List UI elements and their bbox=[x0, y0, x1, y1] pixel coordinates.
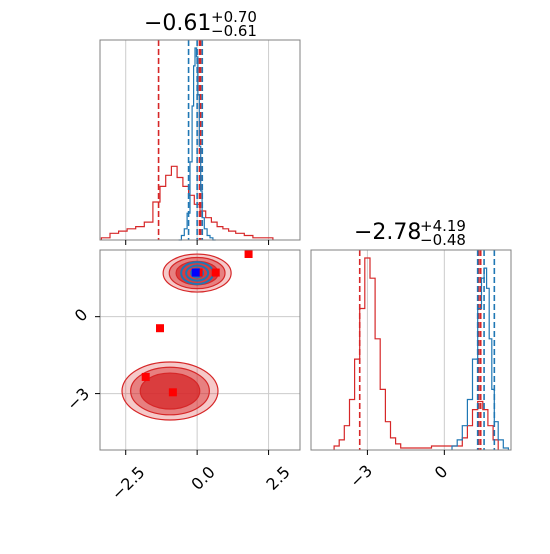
x-tick-label: 2.5 bbox=[262, 462, 293, 493]
axes-frame bbox=[99, 39, 301, 241]
blue-square-marker bbox=[191, 268, 200, 277]
x-tick-labels-contour: −2.5 0.0 2.5 bbox=[108, 462, 294, 503]
x-tick-label: 0 bbox=[431, 462, 452, 483]
red-square-marker bbox=[168, 388, 177, 397]
red-square-marker bbox=[141, 372, 150, 381]
y-tick-label: 0 bbox=[71, 305, 92, 326]
red-square-marker bbox=[156, 324, 164, 333]
histogram-series-line bbox=[333, 257, 499, 450]
title-param2-plus: +4.19 bbox=[420, 217, 466, 235]
title-param2-minus: −0.48 bbox=[420, 231, 466, 249]
red-square-marker bbox=[244, 250, 253, 258]
blue-contour-level bbox=[185, 264, 210, 282]
histogram-series-line bbox=[178, 47, 216, 241]
title-param1: −0.61 +0.70 −0.61 bbox=[144, 8, 257, 40]
title-param1-minus: −0.61 bbox=[211, 22, 257, 40]
axes-frame bbox=[310, 249, 512, 451]
x-tick-label: −2.5 bbox=[108, 463, 149, 504]
axes-frame bbox=[99, 249, 301, 451]
red-square-marker bbox=[211, 268, 220, 277]
title-param1-median: −0.61 bbox=[144, 11, 211, 36]
title-param1-plus: +0.70 bbox=[211, 8, 257, 26]
x-tick-label: 0.0 bbox=[187, 462, 218, 493]
y-tick-label: −3 bbox=[63, 384, 93, 414]
title-param2-median: −2.78 bbox=[354, 220, 421, 245]
panel-marginal-param2 bbox=[310, 249, 512, 455]
x-tick-labels-param2: −3 0 bbox=[346, 461, 451, 491]
title-param2: −2.78 +4.19 −0.48 bbox=[354, 217, 466, 249]
panel-marginal-param1 bbox=[99, 39, 301, 245]
x-tick-label: −3 bbox=[346, 461, 376, 491]
y-tick-labels-contour: 0 −3 bbox=[63, 305, 93, 414]
panel-2d-contour bbox=[95, 249, 301, 455]
